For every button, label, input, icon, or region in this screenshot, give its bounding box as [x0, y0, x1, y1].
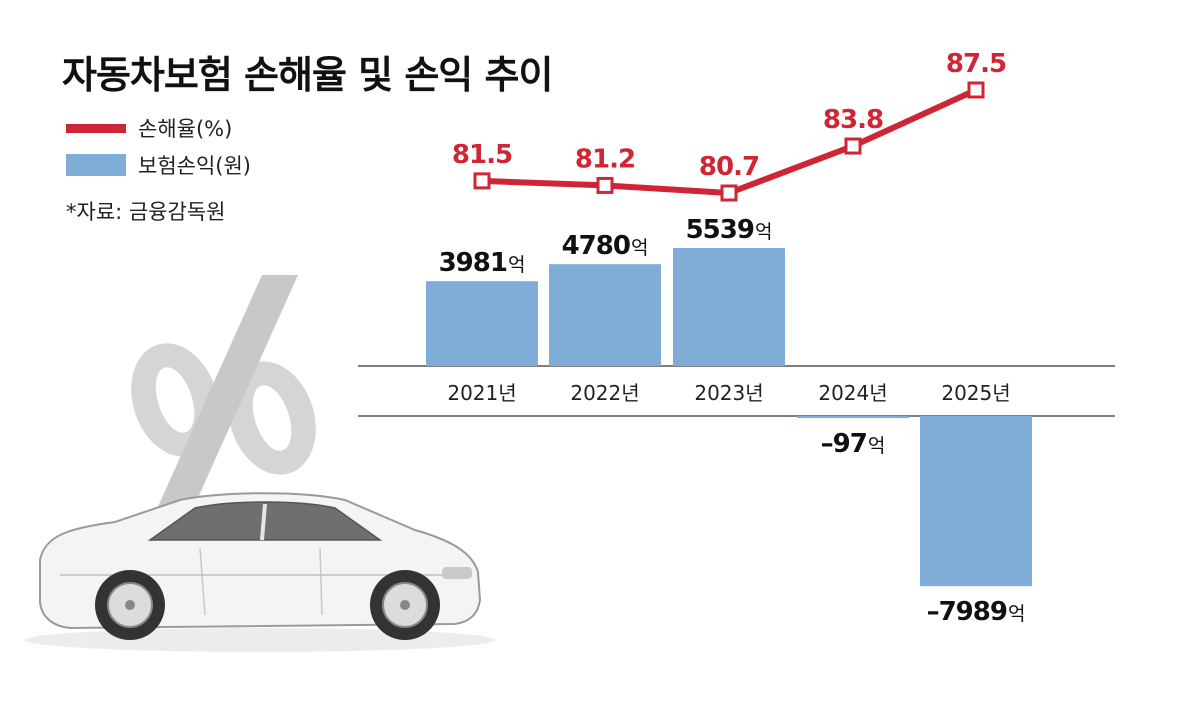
line-point-marker [720, 184, 738, 202]
legend-item-loss-ratio: 손해율(%) [66, 113, 232, 143]
legend-bar-label: 보험손익(원) [138, 154, 251, 178]
legend-bar-swatch [66, 154, 126, 176]
line-point-marker [473, 172, 491, 190]
line-point-marker [967, 81, 985, 99]
bar-2021년 [426, 281, 538, 366]
bar-value-label: 4780억 [562, 231, 649, 261]
bar-2022년 [549, 264, 661, 366]
line-value-label: 81.2 [575, 144, 635, 174]
bar-value-label: –7989억 [927, 597, 1026, 627]
source-note: *자료: 금융감독원 [66, 200, 226, 224]
bar-series [426, 248, 1032, 587]
percent-sign-icon [131, 275, 316, 520]
chart-title: 자동차보험 손해율 및 손익 추이 [62, 53, 553, 97]
legend-item-insurance-profit: 보험손익(원) [66, 150, 251, 180]
x-tick-label: 2021년 [447, 381, 516, 405]
bar-value-label: –97억 [821, 429, 886, 459]
line-point-marker [596, 176, 614, 194]
x-tick-labels: 2021년 2022년 2023년 2024년 2025년 [447, 381, 1010, 405]
legend-line-label: 손해율(%) [138, 117, 233, 141]
car-illustration [25, 492, 495, 652]
x-tick-label: 2023년 [694, 381, 763, 405]
x-tick-label: 2024년 [818, 381, 887, 405]
bar-value-label: 5539억 [686, 215, 773, 245]
line-value-label: 80.7 [699, 152, 759, 182]
legend-line-swatch [66, 123, 126, 133]
bar-2024년 [797, 416, 909, 419]
line-value-label: 87.5 [946, 49, 1006, 79]
line-value-label: 83.8 [823, 105, 883, 135]
line-series: 81.5 81.2 80.7 83.8 87.5 [452, 49, 1007, 202]
line-point-marker [844, 137, 862, 155]
bar-2023년 [673, 248, 785, 366]
line-value-label: 81.5 [452, 140, 512, 170]
bar-data-labels: 3981억 4780억 5539억 –97억 –7989억 [439, 215, 1026, 627]
x-tick-label: 2022년 [570, 381, 639, 405]
bar-value-label: 3981억 [439, 248, 526, 278]
x-tick-label: 2025년 [941, 381, 1010, 405]
bar-2025년 [920, 416, 1032, 587]
